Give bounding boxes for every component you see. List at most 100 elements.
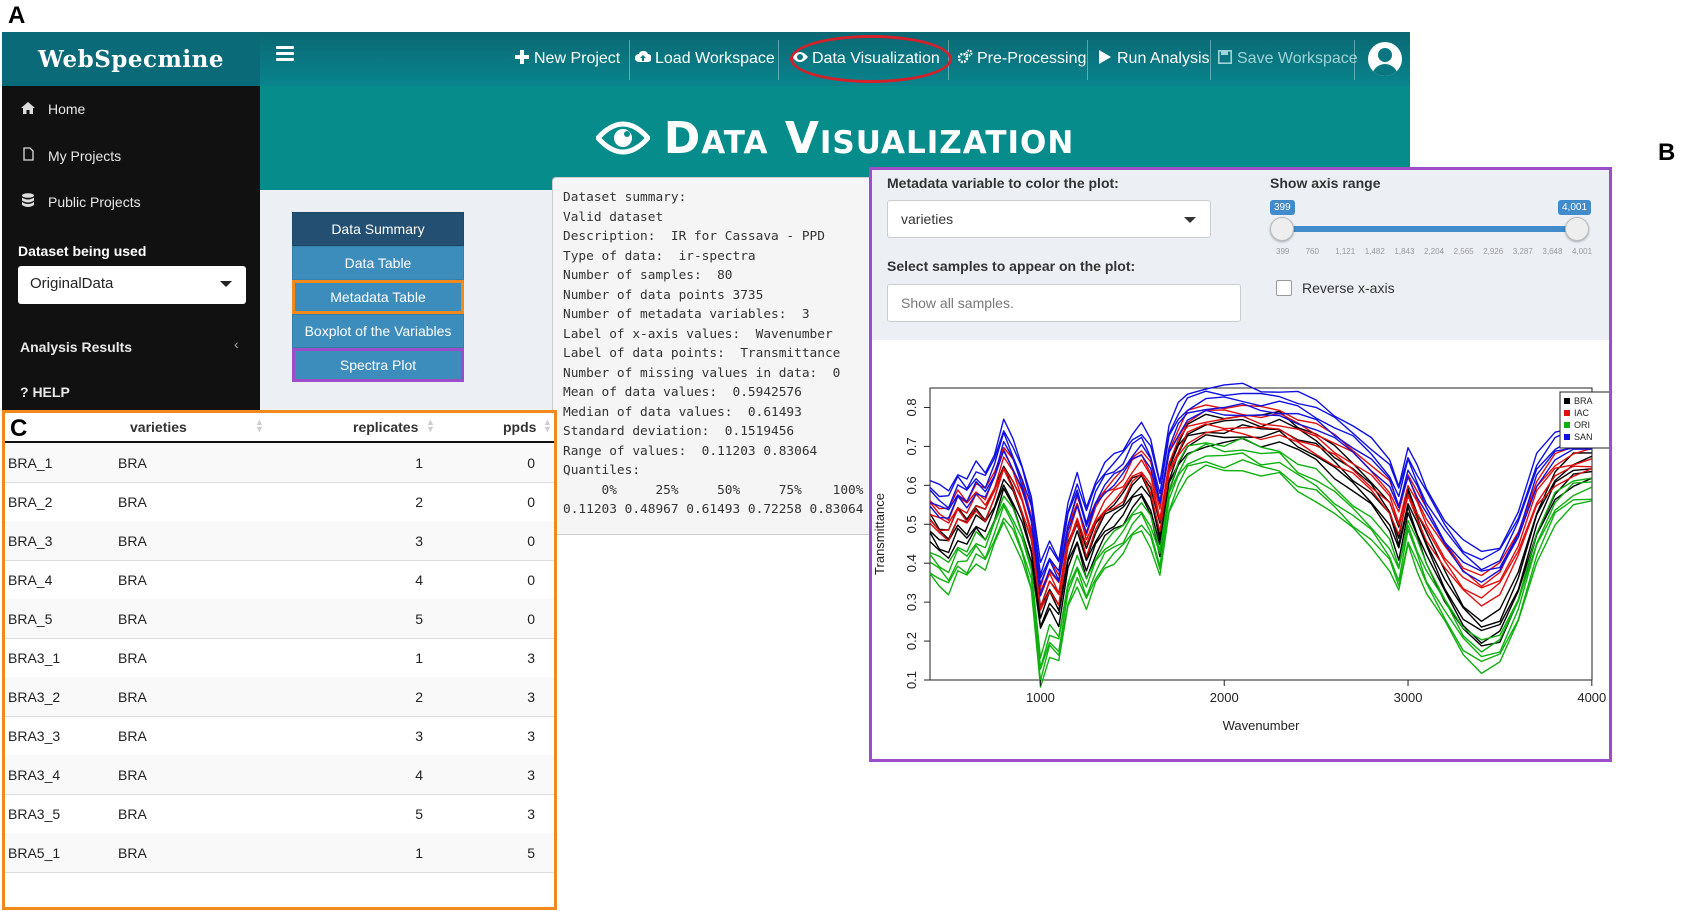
page-title: Data Visualization xyxy=(260,86,1410,190)
metadata-variable-value: varieties xyxy=(901,211,954,227)
table-row[interactable]: BRA3_2 BRA 2 3 xyxy=(3,677,555,717)
series-line-ori xyxy=(929,452,1593,670)
table-cell: BRA xyxy=(118,650,147,666)
sidebar-item-home[interactable]: Home xyxy=(20,101,85,117)
nav-run-analysis[interactable]: Run Analysis xyxy=(1097,32,1210,86)
user-avatar-icon[interactable] xyxy=(1368,42,1402,76)
table-cell: BRA_5 xyxy=(8,611,53,627)
column-header-replicates[interactable]: replicates xyxy=(353,419,419,435)
table-row[interactable]: BRA_2 BRA 2 0 xyxy=(3,482,555,522)
series-line-iac xyxy=(929,423,1592,609)
table-cell: 5 xyxy=(415,806,423,822)
page-banner: Data Visualization xyxy=(260,86,1410,190)
table-row[interactable]: BRA3_3 BRA 3 3 xyxy=(3,716,555,756)
reverse-x-axis-checkbox[interactable] xyxy=(1276,280,1292,296)
series-line-ori xyxy=(929,437,1592,659)
table-row[interactable]: BRA_5 BRA 5 0 xyxy=(3,599,555,639)
series-line-iac xyxy=(929,415,1593,597)
table-header: varieties ▲ ▼ replicates ▲ ▼ ppds ▲ ▼ xyxy=(3,411,555,443)
caret-down-icon xyxy=(1184,217,1196,223)
plus-icon xyxy=(514,49,530,69)
database-icon xyxy=(20,193,36,210)
sidebar-item-help[interactable]: ? HELP xyxy=(20,384,70,400)
chevron-left-icon[interactable]: ‹ xyxy=(234,336,239,352)
panel-letter-c: C xyxy=(10,415,28,442)
sidebar-item-analysis-results[interactable]: Analysis Results xyxy=(20,339,133,355)
brand-logo[interactable]: WebSpecmine xyxy=(2,32,260,86)
select-samples-label: Select samples to appear on the plot: xyxy=(887,258,1136,274)
table-cell: BRA xyxy=(118,689,147,705)
nav-new-project[interactable]: New Project xyxy=(514,32,620,86)
cogs-icon xyxy=(957,49,973,70)
nav-load-workspace-label: Load Workspace xyxy=(655,50,775,67)
table-row[interactable]: BRA5_1 BRA 1 5 xyxy=(3,833,555,873)
table-row[interactable]: BRA_1 BRA 1 0 xyxy=(3,443,555,483)
column-header-varieties[interactable]: varieties xyxy=(130,419,187,435)
slider-max-handle[interactable] xyxy=(1565,217,1589,241)
annotation-circle xyxy=(790,35,952,83)
y-tick-label: 0.6 xyxy=(904,476,919,494)
nav-save-workspace[interactable]: Save Workspace xyxy=(1217,32,1358,86)
slider-tick-label: 1,843 xyxy=(1394,247,1415,256)
spectra-plot-button[interactable]: Spectra Plot xyxy=(292,348,464,382)
table-cell: BRA_4 xyxy=(8,572,53,588)
x-tick-label: 1000 xyxy=(1026,690,1055,705)
data-summary-button[interactable]: Data Summary xyxy=(292,212,464,246)
dataset-label: Dataset being used xyxy=(18,243,147,259)
table-cell: 0 xyxy=(527,572,535,588)
hamburger-menu-icon[interactable] xyxy=(276,46,294,62)
slider-min-handle[interactable] xyxy=(1270,217,1294,241)
legend-label: IAC xyxy=(1574,408,1590,418)
sidebar-item-label: Public Projects xyxy=(48,193,141,210)
summary-line: Number of samples: 80 xyxy=(563,268,733,283)
metadata-variable-select[interactable]: varieties xyxy=(887,200,1211,238)
sort-icon[interactable]: ▲ ▼ xyxy=(426,417,435,434)
dataset-select-value: OriginalData xyxy=(30,275,114,292)
table-row[interactable]: BRA3_1 BRA 1 3 xyxy=(3,638,555,678)
summary-line: Quantiles: xyxy=(563,463,641,478)
column-header-ppds[interactable]: ppds xyxy=(503,419,537,435)
table-row[interactable]: BRA3_4 BRA 4 3 xyxy=(3,755,555,795)
table-row[interactable]: BRA3_5 BRA 5 3 xyxy=(3,794,555,834)
sidebar-item-label: Home xyxy=(48,101,86,117)
nav-pre-processing[interactable]: Pre-Processing xyxy=(957,32,1086,86)
table-cell: BRA xyxy=(118,728,147,744)
table-cell: BRA_2 xyxy=(8,494,53,510)
nav-load-workspace[interactable]: Load Workspace xyxy=(634,32,775,86)
table-cell: 1 xyxy=(415,845,423,861)
y-tick-label: 0.1 xyxy=(904,671,919,689)
boxplot-button[interactable]: Boxplot of the Variables xyxy=(292,314,464,348)
y-tick-label: 0.3 xyxy=(904,593,919,611)
dataset-select[interactable]: OriginalData xyxy=(18,266,246,304)
series-line-san xyxy=(929,382,1593,563)
sidebar-item-public-projects[interactable]: Public Projects xyxy=(20,193,141,210)
table-cell: BRA xyxy=(118,455,147,471)
table-cell: 5 xyxy=(527,845,535,861)
metadata-table-button[interactable]: Metadata Table xyxy=(292,280,464,314)
sort-icon[interactable]: ▲ ▼ xyxy=(543,417,552,434)
axis-range-slider[interactable]: 399 4,001 399 760 1,121 1,482 1,843 2,204 2,56… xyxy=(1270,200,1593,260)
page-title-text: Data Visualization xyxy=(663,112,1075,164)
slider-tick-label: 4,001 xyxy=(1572,247,1593,256)
table-cell: 1 xyxy=(415,650,423,666)
series-line-bra xyxy=(929,430,1592,644)
summary-line: Valid dataset xyxy=(563,209,664,225)
file-icon xyxy=(20,147,36,164)
slider-tick-label: 3,287 xyxy=(1512,247,1533,256)
slider-tick-label: 2,204 xyxy=(1424,247,1445,256)
legend-label: BRA xyxy=(1574,396,1593,406)
nav-pre-processing-label: Pre-Processing xyxy=(977,50,1087,67)
data-table-button[interactable]: Data Table xyxy=(292,246,464,280)
legend-swatch xyxy=(1564,398,1570,404)
sort-icon[interactable]: ▲ ▼ xyxy=(255,417,264,434)
table-cell: BRA xyxy=(118,572,147,588)
table-cell: 3 xyxy=(527,767,535,783)
samples-input[interactable]: Show all samples. xyxy=(887,284,1241,322)
sidebar-item-my-projects[interactable]: My Projects xyxy=(20,147,121,164)
eye-icon xyxy=(595,121,650,155)
table-row[interactable]: BRA_4 BRA 4 0 xyxy=(3,560,555,600)
table-cell: 2 xyxy=(415,494,423,510)
table-row[interactable]: BRA_3 BRA 3 0 xyxy=(3,521,555,561)
slider-track[interactable] xyxy=(1280,226,1584,232)
summary-line: Mean of data values: 0.5942576 xyxy=(563,385,802,400)
